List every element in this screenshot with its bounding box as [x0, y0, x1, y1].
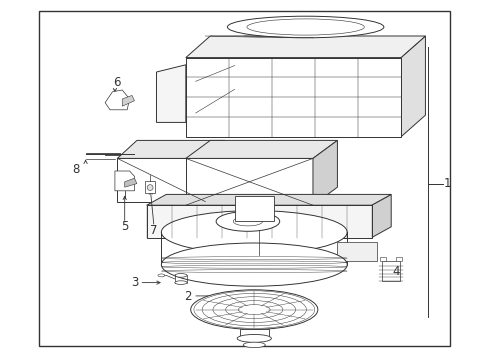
Polygon shape: [122, 95, 134, 106]
Text: 3: 3: [130, 276, 138, 289]
Text: 1: 1: [443, 177, 450, 190]
Ellipse shape: [161, 243, 346, 286]
Polygon shape: [337, 242, 376, 261]
Text: 5: 5: [121, 220, 128, 233]
Text: 8: 8: [72, 163, 80, 176]
Ellipse shape: [237, 334, 271, 342]
Bar: [39, 11, 449, 346]
Bar: [239, 329, 268, 338]
Polygon shape: [400, 36, 425, 137]
Bar: [185, 58, 400, 137]
Ellipse shape: [216, 211, 279, 231]
Ellipse shape: [227, 16, 383, 38]
Bar: [380, 257, 386, 261]
Polygon shape: [312, 140, 337, 205]
Ellipse shape: [158, 274, 164, 277]
Ellipse shape: [243, 342, 264, 348]
Bar: [382, 261, 399, 281]
Text: 7: 7: [150, 224, 158, 237]
Polygon shape: [115, 171, 134, 191]
Text: 6: 6: [113, 76, 121, 89]
Bar: [185, 158, 312, 205]
Polygon shape: [145, 181, 155, 193]
Polygon shape: [156, 65, 185, 122]
Bar: [117, 158, 205, 202]
Polygon shape: [105, 90, 129, 110]
Polygon shape: [205, 140, 224, 202]
Bar: [395, 257, 401, 261]
Ellipse shape: [175, 274, 186, 277]
Polygon shape: [185, 36, 425, 58]
Polygon shape: [371, 194, 390, 238]
Polygon shape: [146, 194, 390, 205]
Ellipse shape: [147, 185, 153, 190]
Polygon shape: [117, 140, 224, 158]
Bar: [234, 196, 273, 221]
Polygon shape: [124, 178, 137, 187]
Bar: [146, 205, 371, 238]
Ellipse shape: [161, 211, 346, 254]
Text: 4: 4: [391, 265, 399, 278]
Polygon shape: [185, 140, 337, 158]
Ellipse shape: [190, 290, 317, 329]
Text: 2: 2: [184, 291, 192, 303]
Ellipse shape: [175, 281, 186, 284]
